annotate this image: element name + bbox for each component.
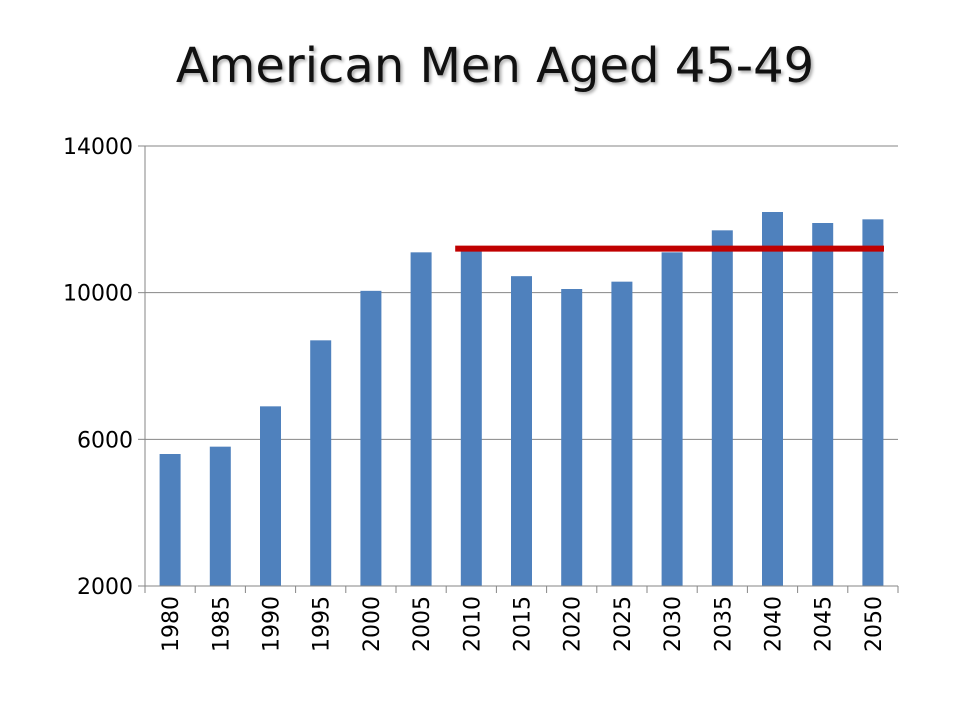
x-tick-label: 1980 [159,596,184,652]
bar-2010 [460,246,482,587]
chart-title: American Men Aged 45-49 [175,38,815,94]
bar-2015 [511,276,532,586]
bar-2045 [812,223,834,586]
y-tick-label: 6000 [77,428,133,453]
bar-1990 [260,406,281,586]
x-tick-label: 2015 [511,596,536,652]
x-tick-label: 2030 [661,596,686,652]
x-tick-label: 2045 [812,596,837,652]
bar-1980 [159,454,181,586]
bar-1985 [209,446,231,586]
y-tick-label: 2000 [77,575,133,600]
bar-2035 [711,230,733,587]
x-tick-label: 2025 [611,596,636,652]
bar-1995 [310,340,332,586]
x-tick-label: 1990 [260,596,285,652]
bar-2005 [410,252,432,587]
bar-2040 [762,212,783,586]
x-tick-label: 2020 [561,596,586,652]
x-tick-label: 2050 [862,596,887,652]
bar-2030 [661,252,683,587]
x-tick-label: 2040 [762,596,787,652]
bar-2025 [611,281,633,586]
y-tick-label: 10000 [63,282,133,307]
x-tick-label: 2010 [460,596,485,652]
x-tick-label: 2035 [711,596,736,652]
x-tick-label: 1995 [310,596,335,652]
x-tick-label: 2005 [410,596,435,652]
bar-2020 [561,289,583,586]
bar-2050 [862,219,884,587]
bar-2000 [360,290,382,586]
x-tick-label: 1985 [209,596,234,652]
x-tick-label: 2000 [360,596,385,652]
y-tick-label: 14000 [63,135,133,160]
